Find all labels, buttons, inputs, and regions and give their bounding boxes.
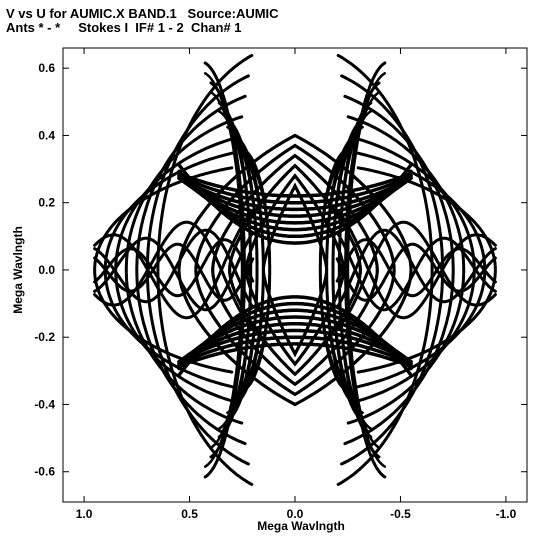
y-axis-ticks: 0.6 0.4 0.2 0.0 -0.2 -0.4 -0.6 — [34, 61, 527, 479]
uv-track-arch-conjugate — [177, 328, 413, 364]
uv-track-outer — [124, 115, 244, 425]
y-tick-label: -0.6 — [34, 465, 55, 479]
uv-track-outer — [156, 54, 254, 486]
uv-track-weave-mirror-conjugate — [335, 231, 497, 312]
uv-track-tall-mirror-conjugate — [325, 141, 356, 399]
y-tick-label: 0.0 — [38, 263, 55, 277]
uv-track-arch — [177, 176, 413, 212]
uv-track-weave-mirror — [93, 220, 255, 330]
y-tick-label: 0.6 — [38, 61, 55, 75]
uv-track-arch — [177, 171, 413, 198]
uv-track-outer-conjugate — [343, 94, 455, 446]
uv-track-outer — [135, 94, 247, 446]
uv-tracks — [93, 54, 497, 486]
uv-track-weave-conjugate — [335, 238, 497, 298]
uv-track-tall-mirror — [242, 154, 271, 386]
x-tick-label: -1.0 — [496, 507, 517, 521]
uv-track-weave-mirror — [93, 228, 255, 309]
uv-track-arch — [177, 176, 413, 218]
y-tick-label: 0.2 — [38, 196, 55, 210]
uv-track-weave-mirror — [93, 238, 255, 298]
uv-track-weave-mirror-conjugate — [335, 242, 497, 302]
uv-track-arch-conjugate — [177, 322, 413, 364]
uv-track-outer — [103, 151, 237, 389]
uv-track-weave-mirror-conjugate — [335, 210, 497, 320]
uv-track-arch-conjugate — [177, 315, 413, 364]
uv-track-weave — [93, 242, 255, 302]
plot-frame — [62, 47, 528, 503]
uv-track-arch-conjugate — [177, 295, 413, 377]
uv-track-outer-conjugate — [346, 115, 466, 425]
chart-title: V vs U for AUMIC.X BAND.1 Source:AUMIC — [6, 6, 279, 21]
uv-track-arch — [177, 174, 413, 205]
y-tick-label: -0.2 — [34, 330, 55, 344]
y-tick-label: 0.4 — [38, 128, 55, 142]
uv-track-arch — [177, 176, 413, 225]
uv-track-weave — [93, 210, 255, 320]
x-axis-label: Mega Wavlngth — [257, 519, 345, 533]
uv-track-weave-conjugate — [335, 220, 497, 330]
uv-track-tall-mirror — [234, 141, 265, 399]
y-tick-label: -0.4 — [34, 397, 55, 411]
uv-track-tall-mirror-conjugate — [319, 154, 348, 386]
y-axis-label: Mega Wavlngth — [11, 226, 25, 314]
x-tick-label: 0.5 — [181, 507, 198, 521]
uv-track-outer-conjugate — [353, 151, 487, 389]
uv-track-arch-conjugate — [177, 335, 413, 366]
uv-track-arch — [177, 162, 413, 245]
uv-track-outer-conjugate — [336, 54, 434, 486]
x-tick-label: 1.0 — [76, 507, 93, 521]
x-axis-ticks: 1.0 0.5 0.0 -0.5 -1.0 — [76, 48, 517, 521]
x-tick-label: -0.5 — [390, 507, 411, 521]
uv-track-tall-mirror-conjugate — [338, 110, 373, 430]
x-tick-label: 0.0 — [287, 507, 304, 521]
uv-track-tall-mirror — [217, 110, 252, 430]
chart-subtitle: Ants * - * Stokes I IF# 1 - 2 Chan# 1 — [6, 20, 242, 35]
uv-track-arch-conjugate — [177, 342, 413, 369]
